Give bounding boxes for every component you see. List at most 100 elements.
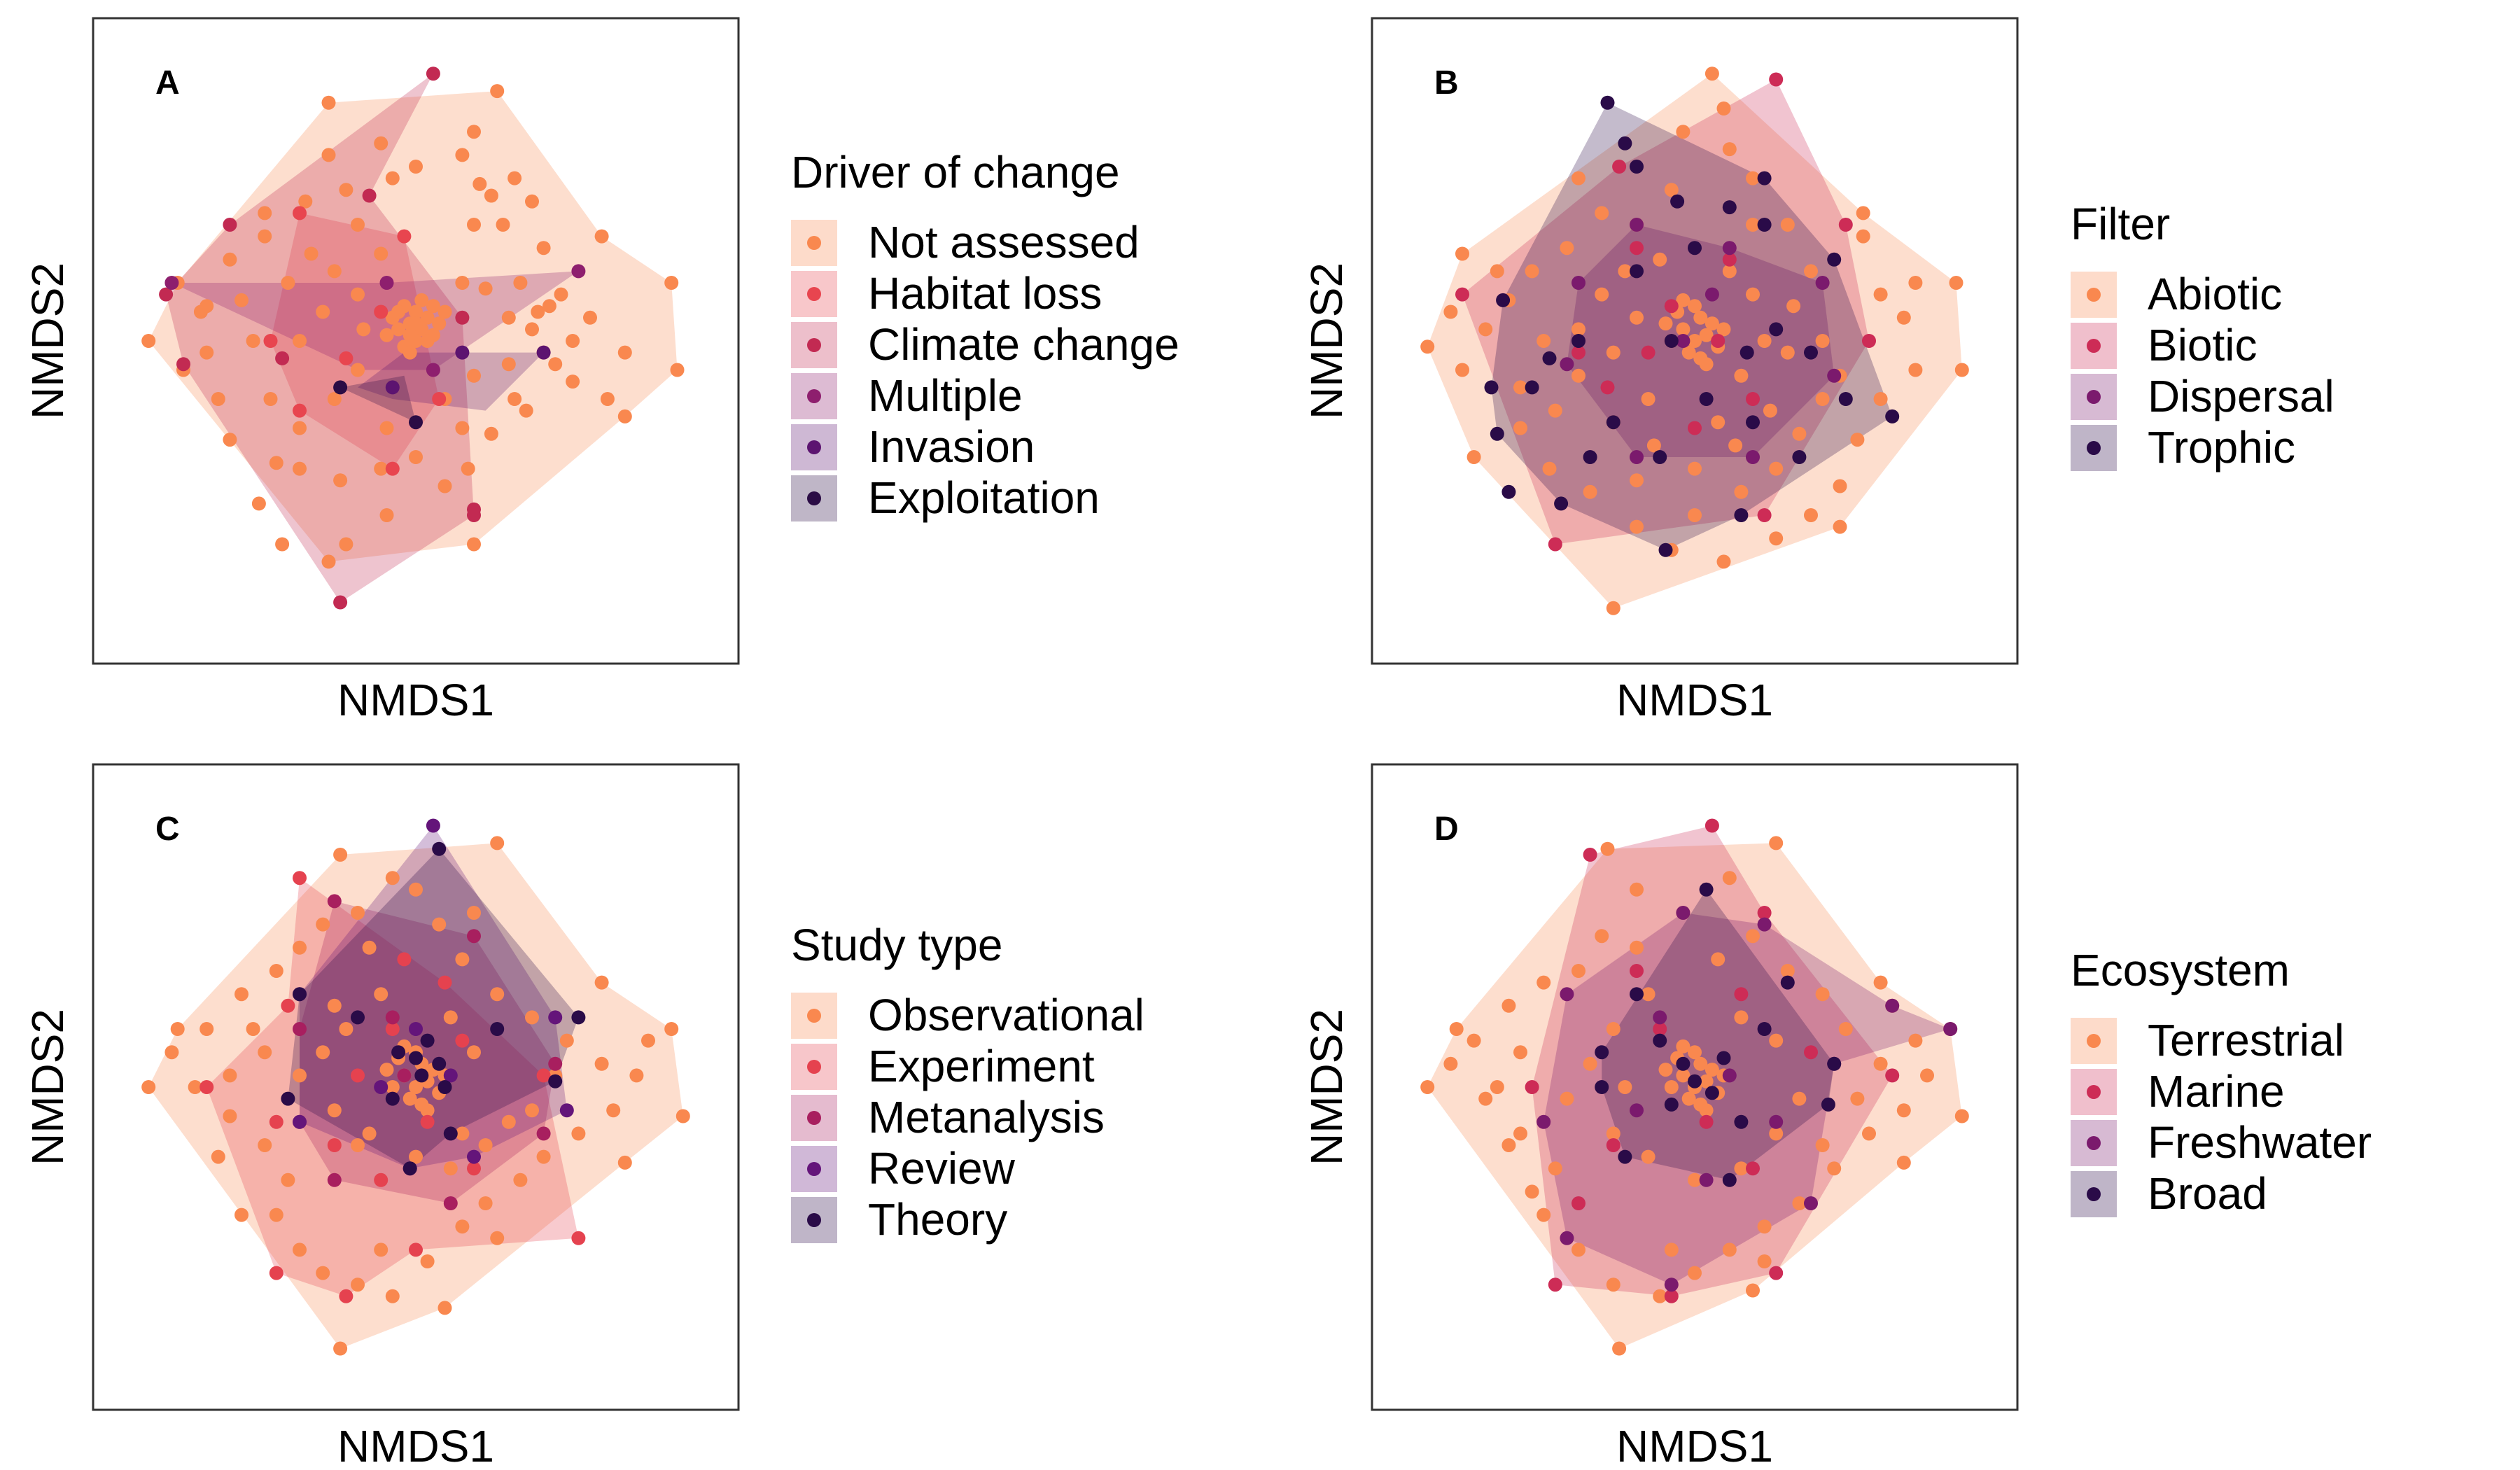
legend-dot-not-assessed [807,236,821,250]
point-terrestrial [1693,1056,1708,1071]
point-observational [571,1126,586,1141]
point-multiple [379,276,394,290]
point-theory [402,1161,417,1176]
legend-label-broad: Broad [2148,1168,2267,1219]
point-not-assessed [484,188,498,203]
point-not-assessed [258,206,272,220]
point-terrestrial [1478,1091,1493,1106]
point-review [426,818,440,833]
point-climate-change [223,218,237,232]
point-broad [1688,1074,1702,1088]
point-observational [293,940,307,955]
point-abiotic [1949,276,1963,290]
point-observational [594,975,609,990]
point-experiment [269,1266,284,1280]
point-observational [513,1172,528,1187]
point-terrestrial [1792,1091,1807,1106]
point-dispersal [1630,218,1644,232]
point-abiotic [1856,206,1870,220]
hull-metanalysis [300,901,556,1203]
point-abiotic [1681,345,1696,360]
legend-label-metanalysis: Metanalysis [868,1092,1105,1142]
point-layer [1420,818,1969,1356]
point-metanalysis [397,1068,412,1083]
point-not-assessed [455,421,470,435]
point-trophic [1606,415,1620,430]
point-terrestrial [1490,1080,1504,1094]
point-terrestrial [1769,1033,1784,1048]
point-abiotic [1722,142,1737,157]
panel-label: C [155,811,180,848]
point-terrestrial [1502,1138,1516,1152]
point-not-assessed [519,403,533,418]
point-observational [362,1126,377,1141]
point-broad [1595,1045,1609,1060]
point-marine [1548,1278,1562,1292]
point-trophic [1618,136,1632,150]
point-experiment [351,1068,365,1083]
point-observational [641,1033,655,1048]
point-not-assessed [467,218,481,232]
point-terrestrial [1757,1254,1772,1268]
point-terrestrial [1572,1242,1586,1257]
legend-label-dispersal: Dispersal [2148,371,2334,421]
point-terrestrial [1502,998,1516,1013]
point-not-assessed [391,322,406,337]
point-abiotic [1908,276,1923,290]
point-not-assessed [293,421,307,435]
point-terrestrial [1548,1161,1562,1176]
point-abiotic [1606,601,1620,615]
point-terrestrial [1618,1080,1632,1094]
point-not-assessed [356,322,371,337]
point-observational [316,917,330,932]
point-theory [571,1010,586,1025]
point-terrestrial [1734,1010,1749,1025]
point-observational [333,848,348,862]
point-terrestrial [1746,1283,1760,1298]
point-observational [478,1196,493,1210]
point-not-assessed [409,316,423,331]
point-dispersal [1827,368,1842,383]
hull-freshwater [1544,913,1951,1285]
point-observational [164,1045,179,1060]
point-observational [362,940,377,955]
point-abiotic [1746,171,1760,186]
point-freshwater [1560,1231,1574,1245]
point-not-assessed [467,125,481,139]
point-experiment [200,1080,214,1094]
point-not-assessed [438,479,452,493]
y-axis-label: NMDS2 [22,1009,73,1166]
point-observational [269,964,284,978]
point-terrestrial [1896,1155,1911,1170]
point-observational [676,1109,690,1124]
point-broad [1722,1172,1737,1187]
point-not-assessed [321,95,336,110]
point-observational [351,1138,365,1152]
point-terrestrial [1792,1196,1807,1210]
point-climate-change [176,357,190,372]
point-marine [1704,818,1719,833]
point-abiotic [1716,554,1731,569]
point-not-assessed [223,252,237,267]
point-terrestrial [1630,882,1644,897]
point-invasion [536,345,551,360]
point-broad [1618,1149,1632,1164]
point-abiotic [1780,218,1795,232]
point-theory [391,1045,406,1060]
point-terrestrial [1850,1091,1865,1106]
point-not-assessed [536,241,551,255]
point-terrestrial [1711,952,1726,967]
point-terrestrial [1641,987,1656,1002]
point-freshwater [1560,987,1574,1002]
point-terrestrial [1954,1109,1969,1124]
point-habitat-loss [432,392,447,406]
point-not-assessed [200,299,214,314]
point-experiment [409,1242,423,1257]
point-trophic [1740,345,1754,360]
point-not-assessed [467,537,481,552]
point-observational [467,906,481,920]
point-terrestrial [1513,1045,1527,1060]
point-biotic [1630,241,1644,255]
point-abiotic [1711,415,1726,430]
point-not-assessed [455,276,470,290]
